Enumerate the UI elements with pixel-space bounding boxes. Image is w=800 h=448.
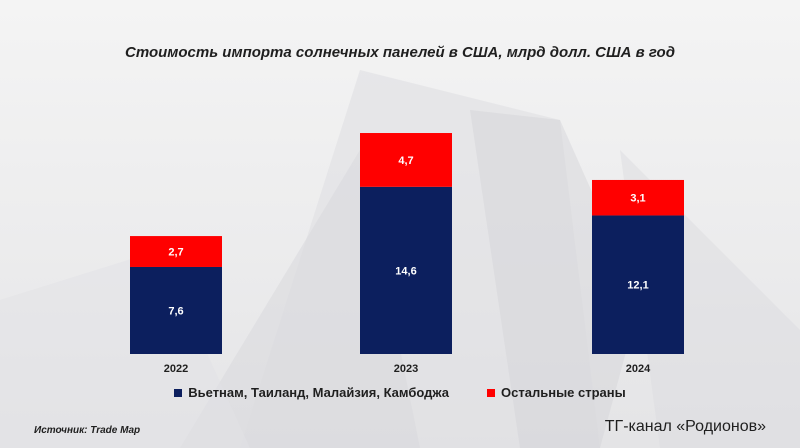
legend-swatch-other	[487, 388, 496, 397]
source-note: Источник: Trade Map	[34, 425, 141, 436]
data-label-asia-2022: 7,6	[168, 305, 183, 317]
data-label-other-2023: 4,7	[398, 155, 413, 167]
legend-label-other: Остальные страны	[501, 385, 626, 400]
bar-asia-2022	[130, 266, 222, 354]
legend-item-other: Остальные страны	[487, 385, 626, 400]
bar-other-2024	[592, 179, 684, 216]
legend-swatch-asia	[174, 388, 183, 397]
legend: Вьетнам, Таиланд, Малайзия, Камбоджа Ост…	[0, 385, 800, 400]
chart-title: Стоимость импорта солнечных панелей в СШ…	[125, 44, 675, 61]
channel-signature: ТГ-канал «Родионов»	[604, 418, 766, 435]
data-label-other-2022: 2,7	[168, 247, 183, 259]
bar-other-2023	[360, 133, 452, 187]
x-tick-label-2023: 2023	[394, 363, 418, 375]
bar-asia-2023	[360, 186, 452, 354]
x-tick-label-2022: 2022	[164, 363, 188, 375]
data-label-asia-2024: 12,1	[627, 280, 648, 292]
legend-item-asia: Вьетнам, Таиланд, Малайзия, Камбоджа	[174, 385, 449, 400]
data-label-other-2024: 3,1	[630, 193, 645, 205]
legend-label-asia: Вьетнам, Таиланд, Малайзия, Камбоджа	[188, 385, 450, 400]
x-tick-label-2024: 2024	[626, 363, 651, 375]
bar-asia-2024	[592, 215, 684, 354]
bar-other-2022	[130, 236, 222, 267]
data-label-asia-2023: 14,6	[395, 265, 416, 277]
